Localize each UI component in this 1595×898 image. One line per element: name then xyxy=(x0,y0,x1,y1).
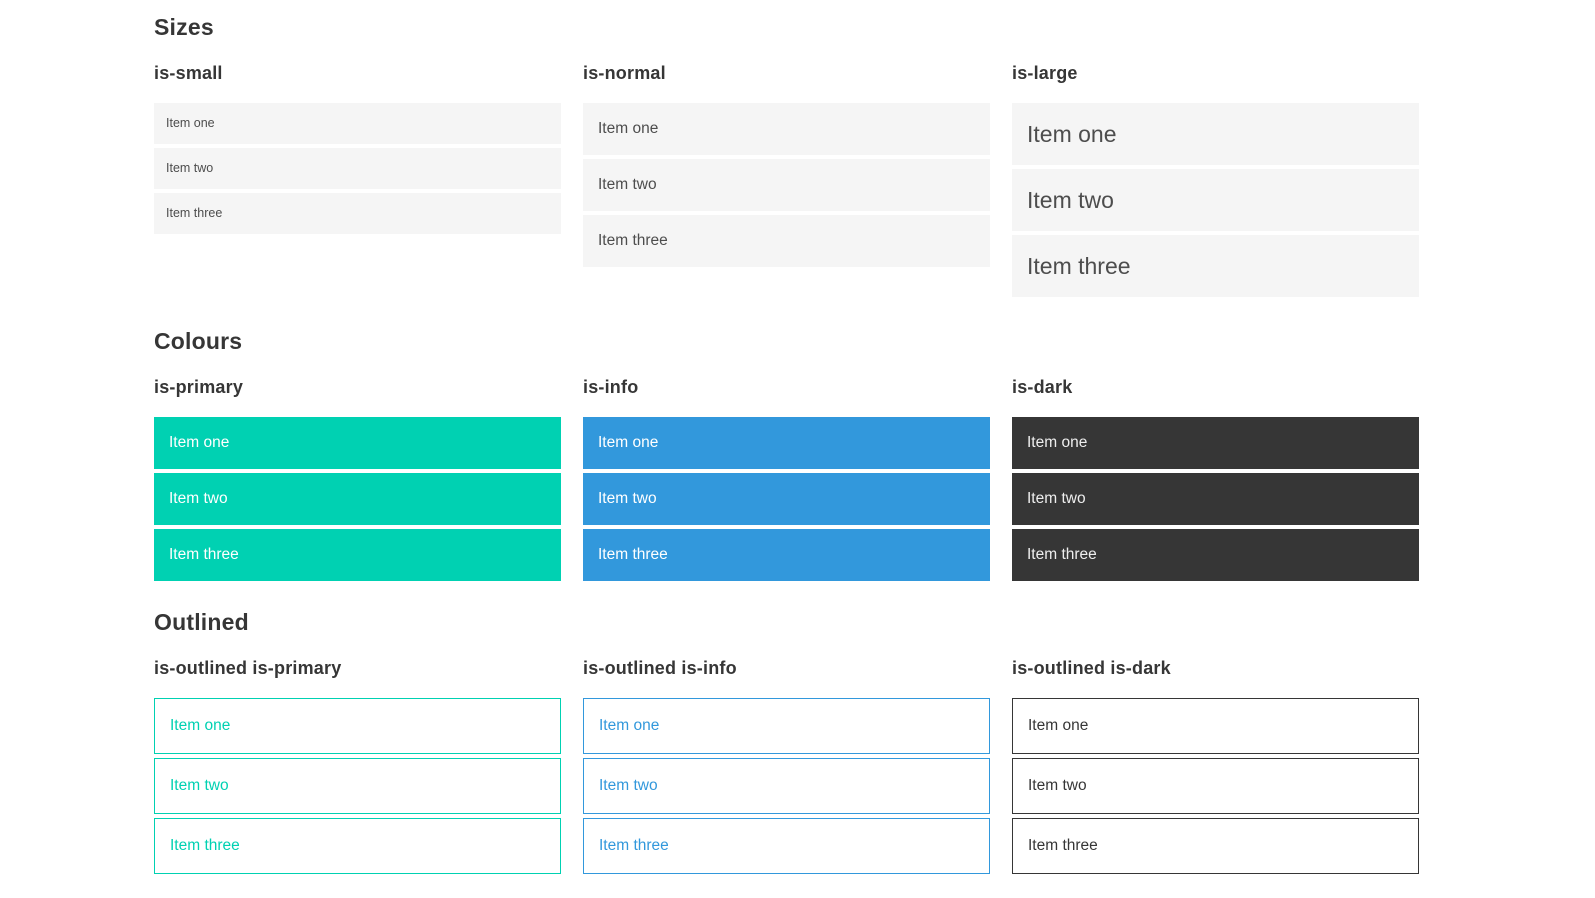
colours-title: Colours xyxy=(154,328,243,354)
heading-outlined-primary: is-outlined is-primary xyxy=(154,658,342,678)
heading-is-info: is-info xyxy=(583,377,639,397)
column-is-info: is-info Item one Item two Item three xyxy=(583,376,990,585)
list-component-demo-page: Sizes is-small Item one Item two Item th… xyxy=(154,13,1419,878)
list-is-primary: Item one Item two Item three xyxy=(154,417,561,581)
column-is-dark: is-dark Item one Item two Item three xyxy=(1012,376,1419,585)
sizes-columns: is-small Item one Item two Item three is… xyxy=(154,62,1419,301)
list-item[interactable]: Item one xyxy=(1012,103,1419,165)
colours-columns: is-primary Item one Item two Item three … xyxy=(154,376,1419,585)
outlined-title: Outlined xyxy=(154,609,249,635)
section-sizes: Sizes is-small Item one Item two Item th… xyxy=(154,13,1419,301)
list-item[interactable]: Item two xyxy=(154,473,561,525)
list-item[interactable]: Item two xyxy=(154,148,561,189)
column-outlined-dark: is-outlined is-dark Item one Item two It… xyxy=(1012,657,1419,878)
heading-outlined-info: is-outlined is-info xyxy=(583,658,737,678)
list-is-small: Item one Item two Item three xyxy=(154,103,561,234)
heading-is-large: is-large xyxy=(1012,63,1078,83)
list-item[interactable]: Item two xyxy=(1012,758,1419,814)
list-item[interactable]: Item two xyxy=(1012,473,1419,525)
list-item[interactable]: Item three xyxy=(1012,235,1419,297)
list-item[interactable]: Item three xyxy=(154,193,561,234)
list-item[interactable]: Item two xyxy=(583,159,990,211)
column-is-small: is-small Item one Item two Item three xyxy=(154,62,561,238)
list-item[interactable]: Item one xyxy=(583,698,990,754)
column-is-large: is-large Item one Item two Item three xyxy=(1012,62,1419,301)
list-outlined-dark: Item one Item two Item three xyxy=(1012,698,1419,874)
heading-outlined-dark: is-outlined is-dark xyxy=(1012,658,1171,678)
list-item[interactable]: Item three xyxy=(1012,529,1419,581)
list-item[interactable]: Item one xyxy=(154,417,561,469)
list-is-dark: Item one Item two Item three xyxy=(1012,417,1419,581)
column-is-normal: is-normal Item one Item two Item three xyxy=(583,62,990,271)
list-item[interactable]: Item three xyxy=(154,818,561,874)
list-is-large: Item one Item two Item three xyxy=(1012,103,1419,297)
list-outlined-info: Item one Item two Item three xyxy=(583,698,990,874)
list-item[interactable]: Item two xyxy=(583,473,990,525)
list-item[interactable]: Item two xyxy=(154,758,561,814)
list-is-normal: Item one Item two Item three xyxy=(583,103,990,267)
list-item[interactable]: Item one xyxy=(583,103,990,155)
list-item[interactable]: Item three xyxy=(154,529,561,581)
column-outlined-primary: is-outlined is-primary Item one Item two… xyxy=(154,657,561,878)
list-item[interactable]: Item two xyxy=(583,758,990,814)
list-item[interactable]: Item three xyxy=(1012,818,1419,874)
list-item[interactable]: Item three xyxy=(583,215,990,267)
heading-is-primary: is-primary xyxy=(154,377,244,397)
list-item[interactable]: Item three xyxy=(583,818,990,874)
list-item[interactable]: Item one xyxy=(583,417,990,469)
list-item[interactable]: Item one xyxy=(1012,698,1419,754)
list-outlined-primary: Item one Item two Item three xyxy=(154,698,561,874)
heading-is-small: is-small xyxy=(154,63,223,83)
sizes-title: Sizes xyxy=(154,14,214,40)
list-item[interactable]: Item two xyxy=(1012,169,1419,231)
list-item[interactable]: Item three xyxy=(583,529,990,581)
section-outlined: Outlined is-outlined is-primary Item one… xyxy=(154,608,1419,878)
section-colours: Colours is-primary Item one Item two Ite… xyxy=(154,327,1419,585)
column-outlined-info: is-outlined is-info Item one Item two It… xyxy=(583,657,990,878)
heading-is-normal: is-normal xyxy=(583,63,666,83)
list-item[interactable]: Item one xyxy=(154,698,561,754)
column-is-primary: is-primary Item one Item two Item three xyxy=(154,376,561,585)
list-item[interactable]: Item one xyxy=(1012,417,1419,469)
list-is-info: Item one Item two Item three xyxy=(583,417,990,581)
list-item[interactable]: Item one xyxy=(154,103,561,144)
outlined-columns: is-outlined is-primary Item one Item two… xyxy=(154,657,1419,878)
heading-is-dark: is-dark xyxy=(1012,377,1073,397)
